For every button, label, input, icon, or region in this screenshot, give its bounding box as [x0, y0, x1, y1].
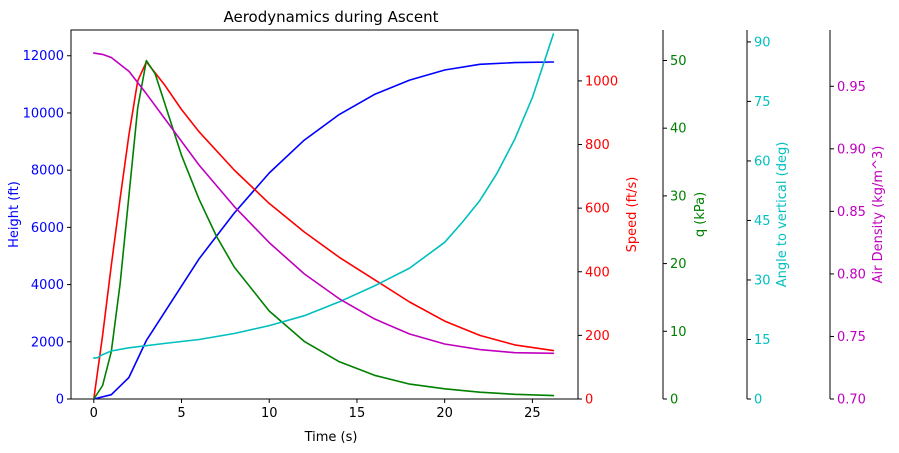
speed-axis-tick-label: 800: [585, 138, 610, 153]
height-axis-tick-label: 4000: [31, 278, 64, 293]
density-axis-tick-label: 0.90: [837, 142, 866, 157]
height-axis-tick-label: 10000: [23, 106, 64, 121]
plot-frame: [71, 30, 578, 399]
speed-series-line: [94, 62, 554, 399]
angle-axis-tick-label: 75: [754, 95, 771, 110]
speed-axis-tick-label: 0: [585, 393, 593, 408]
x-tick-label: 20: [436, 406, 453, 421]
q-axis-tick-label: 40: [670, 122, 687, 137]
speed-axis-label: Speed (ft/s): [625, 177, 640, 253]
q-axis-tick-label: 0: [670, 393, 678, 408]
x-axis-label: Time (s): [304, 430, 358, 445]
height-axis-tick-label: 0: [56, 393, 64, 408]
density-axis-tick-label: 0.75: [837, 330, 866, 345]
height-axis-label: Height (ft): [7, 181, 22, 248]
q-axis-tick-label: 30: [670, 189, 687, 204]
angle-axis-tick-label: 0: [754, 393, 762, 408]
angle-axis-tick-label: 45: [754, 214, 771, 229]
q-axis-tick-label: 20: [670, 257, 687, 272]
density-axis-tick-label: 0.80: [837, 267, 866, 282]
q-axis-label: q (kPa): [693, 192, 708, 237]
q-series-line: [94, 61, 554, 400]
x-tick-label: 25: [524, 406, 541, 421]
density-axis-tick-label: 0.70: [837, 393, 866, 408]
height-axis-tick-label: 6000: [31, 221, 64, 236]
q-axis-tick-label: 50: [670, 54, 687, 69]
axes-layer: 0 5 10 15 20 25020004000600080001000012000Hei…: [7, 30, 886, 421]
density-axis-tick-label: 0.95: [837, 80, 866, 95]
angle-axis-tick-label: 90: [754, 35, 771, 50]
x-tick-label: 15: [349, 406, 366, 421]
angle-axis-label: Angle to vertical (deg): [775, 142, 790, 288]
height-series-line: [94, 62, 554, 399]
density-axis-tick-label: 0.85: [837, 205, 866, 220]
speed-axis-tick-label: 600: [585, 202, 610, 217]
height-axis-tick-label: 8000: [31, 164, 64, 179]
speed-axis-tick-label: 400: [585, 265, 610, 280]
q-axis-tick-label: 10: [670, 325, 687, 340]
speed-axis-tick-label: 1000: [585, 74, 618, 89]
x-tick-label: 5: [177, 406, 185, 421]
angle-axis-tick-label: 15: [754, 333, 771, 348]
series-layer: [94, 34, 554, 399]
x-tick-label: 0: [90, 406, 98, 421]
x-tick-label: 10: [261, 406, 278, 421]
height-axis-tick-label: 12000: [23, 49, 64, 64]
density-axis-label: Air Density (kg/m^3): [871, 146, 886, 284]
angle-axis-tick-label: 30: [754, 273, 771, 288]
angle-axis-tick-label: 60: [754, 154, 771, 169]
chart-title: Aerodynamics during Ascent: [223, 8, 438, 26]
height-axis-tick-label: 2000: [31, 335, 64, 350]
speed-axis-tick-label: 200: [585, 329, 610, 344]
